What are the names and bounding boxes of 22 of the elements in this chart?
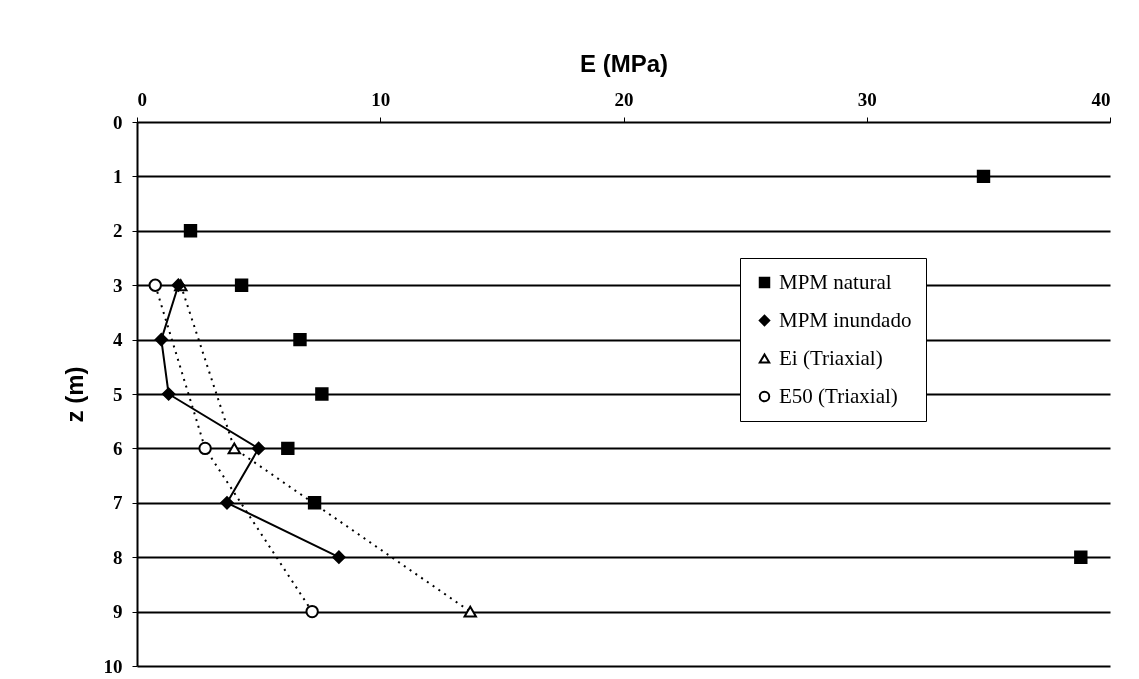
- y-tick-label: 3: [113, 274, 123, 296]
- legend-label: MPM inundado: [779, 307, 912, 332]
- legend-label: MPM natural: [779, 269, 892, 294]
- y-tick-label: 1: [113, 165, 123, 187]
- y-tick-label: 4: [113, 329, 123, 351]
- y-tick-label: 2: [113, 220, 123, 242]
- y-tick-label: 9: [113, 601, 123, 623]
- y-tick-label: 0: [113, 111, 123, 133]
- x-tick-label: 10: [371, 88, 391, 110]
- x-tick-label: 0: [137, 88, 147, 110]
- y-tick-label: 10: [103, 655, 123, 677]
- legend-label: E50 (Triaxial): [779, 383, 898, 408]
- x-tick-label: 40: [1091, 88, 1111, 110]
- x-tick-label: 30: [857, 88, 877, 110]
- legend-label: Ei (Triaxial): [779, 345, 883, 370]
- y-axis-title: z (m): [60, 366, 88, 423]
- y-tick-label: 6: [113, 437, 123, 459]
- y-tick-label: 8: [113, 546, 123, 568]
- y-tick-label: 7: [113, 492, 123, 514]
- x-axis-title: E (MPa): [579, 49, 669, 77]
- x-tick-label: 20: [614, 88, 634, 110]
- y-tick-label: 5: [113, 383, 123, 405]
